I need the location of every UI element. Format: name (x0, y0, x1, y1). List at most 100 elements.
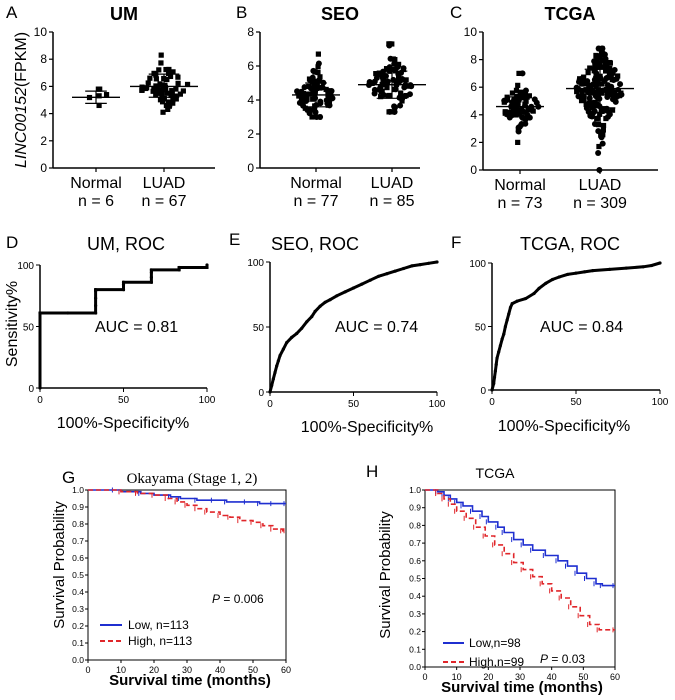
panel-f-roc-point (502, 332, 506, 336)
panel-c-point (617, 81, 624, 88)
panel-g-x-tick-label: 40 (215, 665, 225, 675)
panel-e-roc-point (310, 315, 314, 319)
panel-h-y-tick-label: 0.5 (409, 574, 421, 584)
panel-a-point (172, 93, 178, 99)
panel-g-y-tick-label: 0.7 (72, 536, 84, 546)
panel-f-x-label: 100%-Specificity% (498, 418, 631, 435)
panel-e-y-tick-label: 50 (253, 323, 265, 334)
panel-e-roc-point (285, 341, 289, 345)
panel-f-x-tick-label: 0 (489, 397, 495, 408)
panel-b-point (400, 66, 406, 73)
panel-c-point (597, 55, 603, 61)
panel-f-y-tick-label: 50 (475, 323, 487, 334)
panel-e-roc-point (278, 354, 282, 358)
panel-h-p-value: P = 0.03 (540, 652, 585, 666)
panel-e-roc-point (273, 370, 277, 375)
panel-h-x-tick-label: 50 (578, 672, 588, 682)
panel-b-point (396, 79, 402, 86)
panel-d-roc-point (149, 268, 153, 272)
panel-g-x-tick-label: 20 (149, 665, 159, 675)
panel-a-point (175, 74, 181, 80)
panel-e-roc-point (418, 263, 422, 267)
panel-c-point (588, 100, 594, 106)
panel-b-y-tick-label: 4 (247, 93, 254, 107)
panel-c-point (592, 99, 598, 105)
panel-c-group-label: Normal (494, 177, 546, 194)
panel-f-roc-point (510, 302, 514, 306)
panel-b-point (366, 79, 373, 86)
panel-c-point (607, 91, 614, 98)
panel-d-y-tick-label: 100 (17, 261, 34, 272)
panel-b-point (307, 91, 313, 97)
panel-e-title: SEO, ROC (271, 234, 359, 254)
panel-b-point (323, 86, 329, 93)
panel-c-point (597, 111, 603, 117)
panel-a-point (139, 84, 145, 90)
panel-c-title: TCGA (545, 4, 596, 24)
panel-b-point (301, 84, 308, 91)
panel-c-group-label: LUAD (579, 177, 622, 194)
panel-a-point (155, 90, 161, 96)
panel-letter-e: E (229, 230, 240, 249)
panel-letter-g: G (62, 468, 75, 487)
panel-e-roc-point (313, 309, 317, 313)
panel-f-roc-point (537, 286, 541, 290)
panel-b-point (326, 102, 333, 109)
panel-a-y-tick-label: 8 (40, 52, 47, 66)
panel-g-y-tick-label: 0.4 (72, 587, 84, 597)
panel-a-point (165, 106, 171, 112)
panel-a-point (164, 90, 170, 96)
panel-h-x-label: Survival time (months) (441, 679, 603, 696)
panel-a-point (97, 86, 103, 92)
panel-d-auc: AUC = 0.81 (95, 319, 178, 336)
panel-a-point (165, 70, 172, 77)
panel-b-group-n: n = 85 (370, 193, 415, 210)
panel-h-p-symbol: P (540, 652, 548, 666)
panel-a-point (168, 92, 174, 99)
panel-c-point (597, 61, 603, 67)
panel-g-x-label: Survival time (months) (109, 672, 271, 689)
panel-g-y-tick-label: 0.2 (72, 621, 84, 631)
panel-a-point (159, 99, 166, 105)
panel-c-point (595, 150, 602, 157)
panel-f-roc-point (494, 363, 498, 367)
panel-a-point (170, 97, 176, 103)
panel-f-y-tick-label: 0 (480, 386, 486, 397)
panel-e-roc-point (393, 269, 397, 273)
panel-h-title: TCGA (476, 465, 516, 481)
panel-f-roc-point (515, 299, 519, 303)
panel-a-point (173, 86, 179, 92)
panel-b-point (384, 84, 390, 91)
panel-letter-h: H (366, 462, 378, 481)
panel-b-point (312, 95, 319, 102)
panel-h-x-tick-label: 40 (547, 672, 557, 682)
panel-a-point (152, 85, 158, 92)
panel-b-point (398, 90, 404, 96)
panel-c-point (585, 108, 592, 115)
panel-b-y-tick-label: 2 (247, 127, 254, 141)
panel-h-y-tick-label: 0.4 (409, 591, 421, 601)
panel-c-point (595, 122, 602, 128)
panel-b-point (389, 41, 395, 47)
panel-e-x-tick-label: 50 (348, 399, 360, 410)
panel-g-title: Okayama (Stage 1, 2) (127, 471, 258, 487)
panel-f-roc-point (544, 281, 548, 285)
panel-b-point (315, 64, 321, 70)
panel-e-roc-point (410, 264, 414, 268)
panel-e-y-tick-label: 0 (258, 388, 264, 399)
panel-f-roc-point (574, 271, 578, 275)
panel-f-roc-point (650, 263, 654, 268)
panel-b-point (394, 62, 401, 69)
panel-b-point (323, 97, 330, 104)
panel-a-point (166, 103, 172, 109)
panel-c-point (583, 87, 589, 93)
panel-e-x-tick-label: 100 (429, 399, 446, 410)
panel-f-roc-point (608, 267, 612, 271)
panel-f-roc-point (497, 350, 501, 354)
panel-letter-d: D (6, 233, 18, 252)
panel-g-y-tick-label: 0.9 (72, 502, 84, 512)
panel-b-point (385, 93, 391, 99)
panel-b-point (296, 99, 303, 106)
panel-f-x-tick-label: 50 (570, 397, 582, 408)
panel-a-point (158, 90, 164, 96)
